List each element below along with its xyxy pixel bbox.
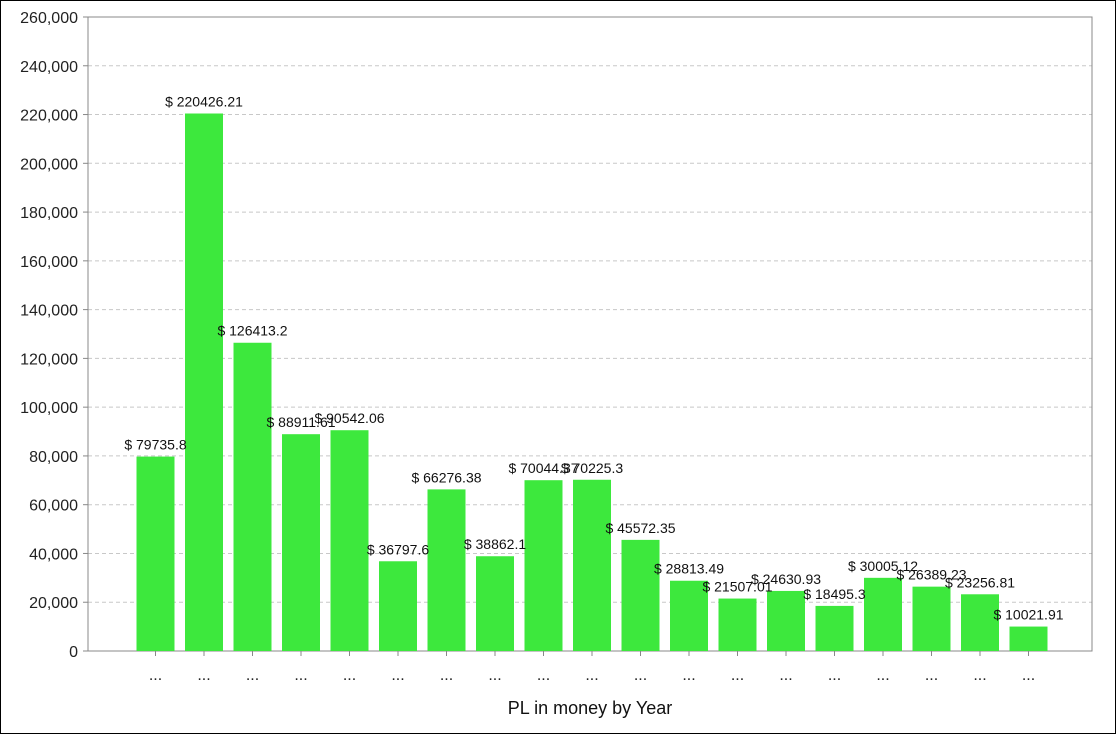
y-tick-label: 0	[69, 644, 78, 661]
x-tick-label: ...	[876, 667, 889, 684]
bar-value-label: $ 88911.61	[266, 414, 335, 430]
x-axis-ticks: ........................................…	[149, 651, 1035, 684]
x-tick-label: ...	[779, 667, 792, 684]
y-tick-label: 20,000	[29, 595, 78, 612]
bar	[621, 539, 660, 651]
bar	[718, 598, 757, 651]
y-tick-label: 60,000	[29, 498, 78, 515]
y-tick-label: 160,000	[20, 254, 78, 271]
bar-value-label: $ 10021.91	[993, 607, 1063, 623]
x-tick-label: ...	[440, 667, 453, 684]
y-tick-label: 180,000	[20, 205, 78, 222]
y-tick-label: 220,000	[20, 108, 78, 125]
y-tick-label: 260,000	[20, 10, 78, 27]
bar	[282, 434, 320, 651]
bar	[233, 342, 272, 651]
bar-value-label: $ 30005.12	[848, 558, 918, 574]
bar	[670, 580, 708, 651]
bar	[864, 577, 902, 651]
bar	[912, 586, 951, 651]
y-tick-label: 140,000	[20, 303, 78, 320]
x-tick-label: ...	[537, 667, 550, 684]
bar-value-label: $ 38862.1	[464, 536, 526, 552]
bar	[136, 456, 175, 651]
x-tick-label: ...	[973, 667, 986, 684]
x-tick-label: ...	[828, 667, 841, 684]
bar	[961, 594, 999, 651]
bar-value-label: $ 45572.35	[605, 520, 675, 536]
x-tick-label: ...	[488, 667, 501, 684]
bar-value-label: $ 126413.2	[217, 323, 287, 339]
bar-value-label: $ 23256.81	[945, 574, 1015, 590]
bar	[573, 479, 611, 651]
y-tick-label: 200,000	[20, 156, 78, 173]
bar	[185, 113, 223, 652]
x-tick-label: ...	[343, 667, 356, 684]
bar-value-label: $ 70044.37	[508, 460, 578, 476]
x-axis-title: PL in money by Year	[508, 698, 672, 718]
bar-value-label: $ 21507.01	[702, 579, 772, 595]
bar-value-label: $ 90542.06	[314, 410, 384, 426]
y-tick-label: 40,000	[29, 546, 78, 563]
x-tick-label: ...	[731, 667, 744, 684]
bar-value-label: $ 79735.8	[124, 437, 186, 453]
bar	[524, 480, 563, 651]
y-tick-label: 240,000	[20, 59, 78, 76]
bar-value-label: $ 28813.49	[654, 561, 724, 577]
bar	[1009, 626, 1048, 651]
bar	[330, 430, 369, 651]
x-tick-label: ...	[246, 667, 259, 684]
bars	[136, 113, 1048, 652]
bar-value-label: $ 66276.38	[411, 469, 481, 485]
bar-value-label: $ 70225.3	[561, 460, 623, 476]
y-tick-label: 120,000	[20, 351, 78, 368]
x-tick-label: ...	[682, 667, 695, 684]
x-tick-label: ...	[149, 667, 162, 684]
data-labels: $ 79735.8 $ 220426.21 $ 126413.2 $ 88911.61…	[124, 93, 1063, 622]
bar	[476, 556, 514, 651]
y-axis-ticks: 0 20,000 40,000 60,000 80,000 100,000 120,000 1…	[20, 10, 88, 661]
bar	[427, 489, 466, 651]
x-tick-label: ...	[294, 667, 307, 684]
bar-value-label: $ 18495.3	[803, 586, 865, 602]
x-tick-label: ...	[925, 667, 938, 684]
x-tick-label: ...	[1022, 667, 1035, 684]
x-tick-label: ...	[634, 667, 647, 684]
bar-value-label: $ 36797.6	[367, 541, 429, 557]
x-tick-label: ...	[585, 667, 598, 684]
bar	[767, 590, 805, 651]
bar-value-label: $ 24630.93	[751, 571, 821, 587]
bar-value-label: $ 26389.23	[896, 567, 966, 583]
bar-value-label: $ 220426.21	[165, 93, 243, 109]
y-tick-label: 100,000	[20, 400, 78, 417]
bar	[815, 605, 854, 651]
x-tick-label: ...	[197, 667, 210, 684]
x-tick-label: ...	[391, 667, 404, 684]
y-tick-label: 80,000	[29, 449, 78, 466]
bar	[379, 561, 417, 651]
